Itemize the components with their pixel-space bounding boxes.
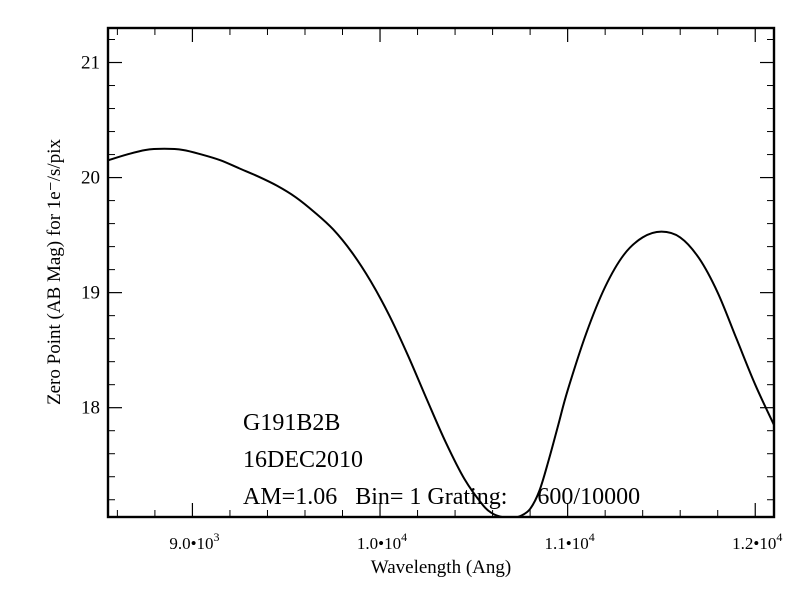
y-tick-label: 19 [81, 283, 100, 304]
x-tick-label: 1.2•104 [732, 530, 782, 553]
annotation-star: G191B2B [243, 410, 340, 436]
annotation-date: 16DEC2010 [243, 447, 363, 473]
series-line-0 [108, 147, 774, 517]
x-tick-label: 1.1•104 [545, 530, 595, 553]
y-tick-label: 18 [81, 398, 100, 419]
series-layer [108, 147, 774, 517]
y-tick-label: 20 [81, 168, 100, 189]
x-axis-label: Wavelength (Ang) [371, 557, 511, 578]
y-tick-label: 21 [81, 53, 100, 74]
y-tick-labels: 18 19 20 21 [81, 53, 100, 419]
tick-marks [108, 28, 774, 517]
y-axis-label: Zero Point (AB Mag) for 1e⁻/s/pix [44, 139, 65, 405]
plot-frame [106, 26, 776, 519]
x-tick-labels: 9.0•103 1.0•104 1.1•104 1.2•104 [169, 530, 782, 553]
annotation-setup: AM=1.06 Bin= 1 Grating: 600/10000 [243, 484, 640, 510]
x-tick-label: 9.0•103 [169, 530, 219, 553]
x-tick-label: 1.0•104 [357, 530, 407, 553]
